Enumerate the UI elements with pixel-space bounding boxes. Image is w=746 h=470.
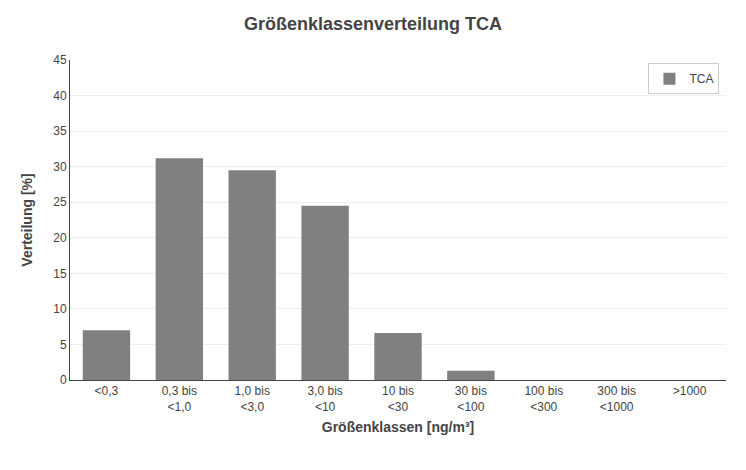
- svg-text:>1000: >1000: [673, 384, 707, 398]
- svg-text:Größenklassen [ng/m³]: Größenklassen [ng/m³]: [322, 419, 474, 435]
- svg-text:<0,3: <0,3: [95, 384, 119, 398]
- svg-text:25: 25: [53, 195, 67, 209]
- svg-text:0,3 bis<1,0: 0,3 bis<1,0: [162, 384, 197, 414]
- svg-text:30 bis<100: 30 bis<100: [455, 384, 487, 414]
- svg-text:TCA: TCA: [689, 72, 713, 86]
- svg-text:10 bis<30: 10 bis<30: [382, 384, 414, 414]
- svg-text:35: 35: [53, 124, 67, 138]
- svg-text:5: 5: [60, 338, 67, 352]
- svg-text:40: 40: [53, 89, 67, 103]
- svg-text:100 bis<300: 100 bis<300: [524, 384, 563, 414]
- svg-text:Verteilung [%]: Verteilung [%]: [19, 173, 35, 266]
- svg-text:45: 45: [53, 53, 67, 67]
- svg-text:30: 30: [53, 160, 67, 174]
- svg-text:10: 10: [53, 302, 67, 316]
- svg-text:0: 0: [60, 373, 67, 387]
- svg-text:20: 20: [53, 231, 67, 245]
- svg-text:Größenklassenverteilung TCA: Größenklassenverteilung TCA: [244, 14, 502, 34]
- svg-text:1,0 bis<3,0: 1,0 bis<3,0: [235, 384, 270, 414]
- svg-text:15: 15: [53, 267, 67, 281]
- svg-text:300 bis<1000: 300 bis<1000: [597, 384, 636, 414]
- svg-text:3,0 bis<10: 3,0 bis<10: [307, 384, 342, 414]
